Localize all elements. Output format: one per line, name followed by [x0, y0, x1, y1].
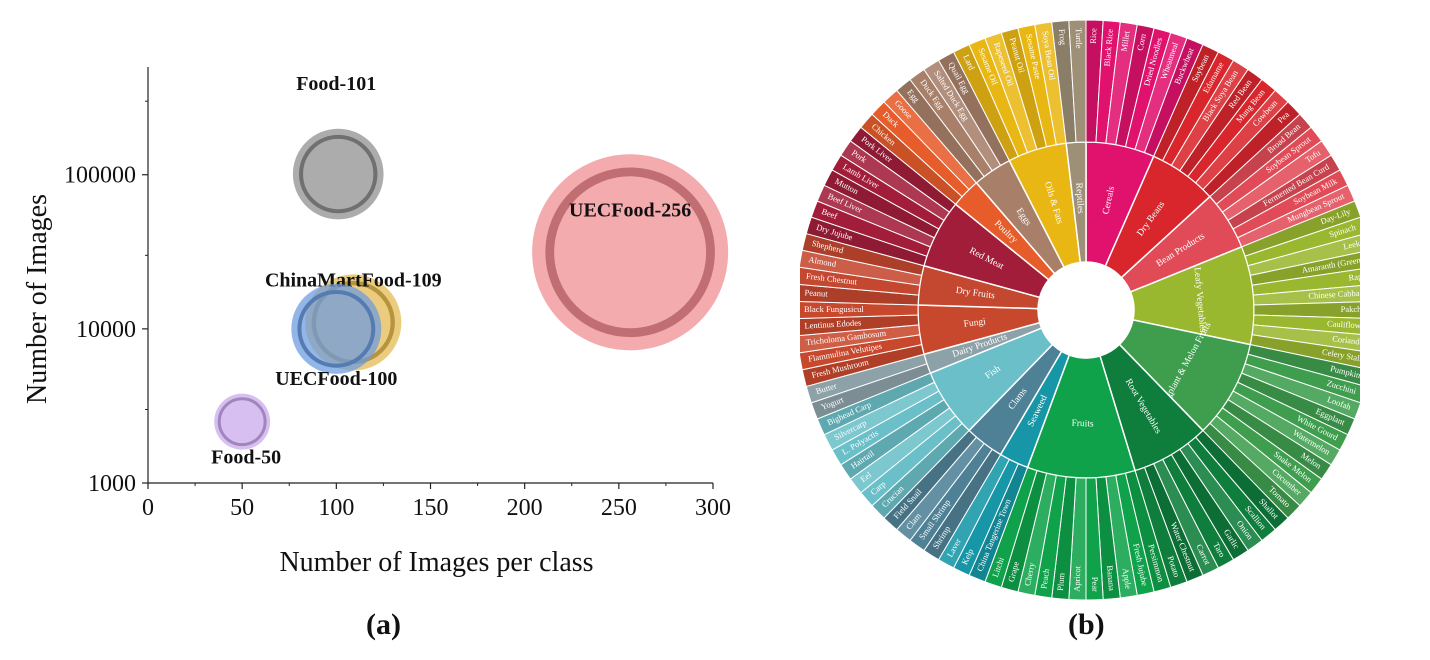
x-tick-label: 0: [142, 495, 154, 521]
y-tick-label: 10000: [76, 317, 136, 343]
bubble-chart: 0 50 100 150 200 250 300 1000 10000 100000 Number …: [22, 67, 731, 578]
category-label: Reptiles: [1073, 182, 1085, 214]
x-tick-label: 250: [601, 495, 637, 521]
item-label: Millet: [1119, 30, 1132, 53]
bubble-uecfood-100: [291, 283, 382, 374]
category-label: Fungi: [963, 317, 987, 330]
bubble-outer: [292, 128, 384, 220]
bubble-ring: [545, 167, 715, 338]
item-label: Cherry: [1022, 561, 1037, 587]
sunburst-category: Leafy VegetablesDay-LilySpinachLeekAmara…: [1129, 200, 1360, 369]
item-label: Apple: [1121, 567, 1134, 589]
sunburst-category: Reptiles Frog Turtle: [1051, 19, 1087, 264]
item-label: Black Fungusicul: [804, 304, 864, 314]
item-label: Plum: [1055, 572, 1067, 591]
item-label: Pear: [1090, 577, 1100, 593]
bubble-food-50: [214, 393, 271, 450]
item-label: Black Rice: [1102, 28, 1115, 66]
x-tick-label: 300: [695, 495, 731, 521]
bubble-outer: [214, 393, 271, 450]
x-tick-label: 200: [507, 495, 543, 521]
bubble-outer: [532, 154, 729, 351]
item-label: Apricot: [1072, 565, 1083, 592]
item-label: Pakchoi: [1341, 304, 1360, 314]
item-segment: [1068, 19, 1087, 143]
bubble-uecfood-256: [532, 154, 729, 351]
item-label: Rape: [1348, 271, 1360, 283]
bubble-ring: [217, 397, 267, 447]
item-label: Frog: [1057, 29, 1068, 47]
item-label: Rice: [1088, 28, 1098, 44]
item-label: Peach: [1038, 567, 1051, 589]
y-axis-label: Number of Images: [22, 194, 53, 404]
x-tick-label: 50: [230, 495, 254, 521]
panel-a-label: (a): [366, 608, 401, 641]
item-label: Corn: [1135, 32, 1148, 51]
item-label: Chinese Cabbage: [1308, 287, 1360, 301]
item-label: Coriander: [1332, 333, 1360, 347]
category-label: Fruits: [1071, 419, 1094, 430]
y-tick-label: 1000: [88, 471, 136, 497]
x-tick-label: 150: [413, 495, 449, 521]
bubble-food-101: [292, 128, 384, 220]
sunburst-category: Eggplant & Melon Fruits PumpkinZucchiniLo…: [1118, 318, 1360, 519]
bubble-label: UECFood-256: [569, 199, 691, 221]
item-label: Leek: [1342, 238, 1360, 252]
item-label: Banana: [1105, 565, 1117, 592]
item-label: Lentinus Edodes: [804, 317, 861, 330]
item-label: Almond: [808, 254, 838, 269]
bubble-ring: [297, 289, 376, 368]
bubble-label: Food-101: [296, 73, 376, 95]
y-tick-label: 100000: [64, 163, 136, 189]
bubble-label: Food-50: [211, 447, 281, 469]
bubble-label: UECFood-100: [275, 368, 397, 390]
bubble-ring: [298, 134, 378, 214]
bubble-outer: [291, 283, 382, 374]
x-tick-label: 100: [318, 495, 354, 521]
item-label: Cauliflower: [1327, 318, 1360, 330]
panel-b-label: (b): [1068, 608, 1105, 641]
item-label: Peanut: [804, 287, 828, 298]
x-axis-label: Number of Images per class: [279, 547, 593, 578]
bubble-label: ChinaMartFood-109: [265, 269, 442, 291]
item-label: Turtle: [1074, 28, 1085, 49]
